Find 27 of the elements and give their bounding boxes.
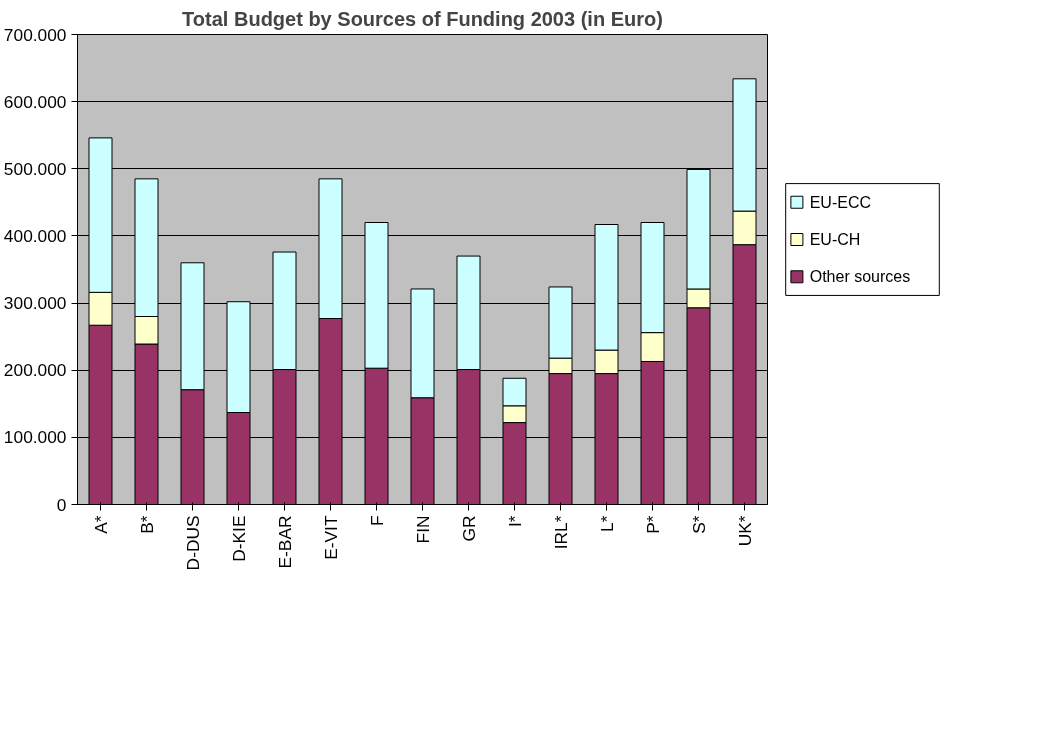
chart-title: Total Budget by Sources of Funding 2003 (in Euro) [182, 7, 663, 30]
x-tick-label: I* [504, 515, 525, 528]
y-tick-label: 300.000 [3, 293, 67, 314]
x-tick-label: GR [458, 515, 479, 542]
x-tick-label: E-BAR [274, 515, 295, 569]
y-tick-label: 600.000 [3, 91, 67, 112]
y-tick-label: 200.000 [3, 360, 67, 381]
x-tick-label: B* [136, 515, 157, 534]
x-tick-label: UK* [734, 515, 755, 547]
x-tick-label: D-DUS [182, 515, 203, 571]
y-tick-label: 0 [56, 494, 67, 515]
y-tick-label: 400.000 [3, 225, 67, 246]
y-tick-label: 500.000 [3, 158, 67, 179]
y-tick-label: 700.000 [3, 24, 67, 45]
x-tick-label: S* [688, 515, 709, 534]
x-tick-label: D-KIE [228, 515, 249, 562]
legend-label: Other sources [809, 268, 911, 286]
x-tick-label: L* [596, 515, 617, 532]
x-tick-label: IRL* [550, 515, 571, 550]
legend-label: EU-CH [809, 231, 861, 249]
x-tick-label: P* [642, 515, 663, 534]
y-tick-label: 100.000 [3, 427, 67, 448]
legend-label: EU-ECC [809, 193, 872, 211]
x-tick-label: E-VIT [320, 515, 341, 560]
x-tick-label: FIN [412, 515, 433, 544]
x-tick-label: A* [90, 515, 111, 534]
x-tick-label: F [366, 515, 387, 527]
